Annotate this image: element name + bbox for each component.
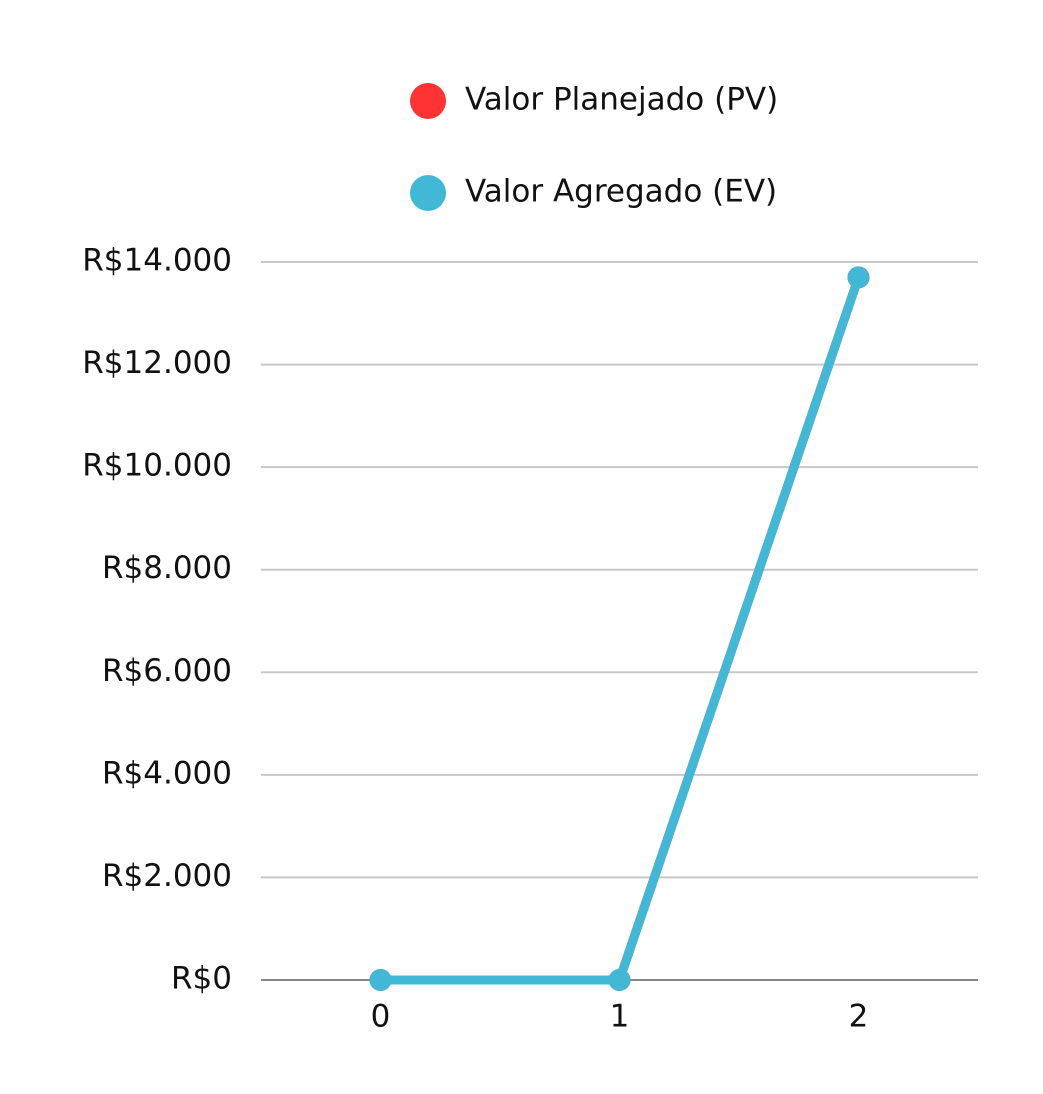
y-tick-label: R$4.000	[102, 755, 232, 791]
legend-swatch	[410, 175, 446, 211]
y-tick-label: R$14.000	[82, 243, 232, 279]
x-tick-label: 1	[610, 999, 630, 1035]
y-tick-label: R$10.000	[82, 448, 232, 484]
y-tick-label: R$8.000	[102, 550, 232, 586]
data-point	[847, 266, 870, 289]
series-line	[380, 275, 863, 985]
legend-swatch	[410, 83, 446, 119]
series-line	[380, 275, 863, 985]
y-tick-label: R$2.000	[102, 858, 232, 894]
legend-label: Valor Planejado (PV)	[465, 82, 778, 118]
x-tick-label: 2	[849, 999, 869, 1035]
data-point	[369, 969, 392, 991]
y-tick-label: R$12.000	[82, 345, 232, 381]
y-tick-label: R$6.000	[102, 653, 232, 689]
data-point	[608, 969, 631, 991]
legend-label: Valor Agregado (EV)	[465, 174, 777, 210]
y-tick-label: R$0	[171, 961, 232, 997]
x-tick-label: 0	[371, 999, 391, 1035]
